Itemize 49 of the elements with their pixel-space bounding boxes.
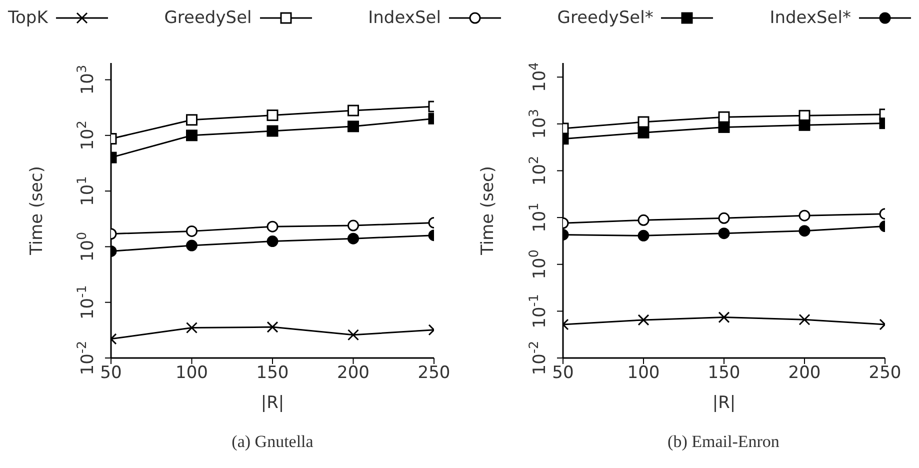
y-axis-title: Time (sec) — [478, 166, 498, 256]
x-tick-label: 100 — [176, 363, 208, 384]
point — [798, 119, 810, 131]
point — [266, 125, 278, 137]
point — [638, 314, 650, 326]
point — [186, 322, 198, 334]
text: (a) Gnutella — [230, 432, 314, 452]
x-tick-label: 150 — [708, 363, 740, 384]
point — [638, 230, 650, 242]
x-tick-label: 100 — [627, 363, 660, 384]
point — [638, 116, 650, 128]
point — [186, 240, 198, 252]
x-tick-label: 250 — [868, 363, 902, 384]
point — [348, 120, 359, 132]
x-tick-label: 50 — [552, 363, 574, 384]
x-tick-label: 200 — [337, 363, 370, 384]
point — [348, 329, 359, 341]
x-tick-label: 50 — [100, 363, 122, 384]
point — [186, 225, 198, 237]
point — [186, 114, 198, 126]
point — [798, 225, 810, 237]
point — [266, 220, 278, 232]
point — [798, 314, 810, 326]
point — [348, 232, 359, 244]
point — [638, 214, 650, 226]
x-tick-label: 200 — [788, 363, 821, 384]
x-axis-title: |R| — [260, 393, 284, 413]
legend-label: IndexSel* — [770, 8, 851, 28]
x-axis-title: |R| — [712, 393, 736, 413]
x-tick-label: 150 — [256, 363, 289, 384]
point — [348, 220, 359, 232]
legend-label: GreedySel — [164, 8, 252, 28]
point — [266, 110, 278, 122]
point — [718, 228, 730, 240]
y-axis-title: Time (sec) — [27, 166, 48, 256]
legend-label: GreedySel* — [557, 8, 654, 28]
point — [718, 121, 730, 133]
point — [718, 212, 730, 224]
point — [266, 321, 278, 333]
text: (b) Email-Enron — [666, 432, 780, 452]
point — [718, 312, 730, 324]
point — [266, 236, 278, 248]
point — [186, 130, 198, 142]
point — [798, 210, 810, 222]
legend-label: IndexSel — [368, 8, 441, 28]
x-tick-label: 250 — [418, 363, 450, 384]
legend-label: TopK — [8, 8, 48, 28]
point — [638, 126, 650, 138]
point — [348, 104, 359, 116]
